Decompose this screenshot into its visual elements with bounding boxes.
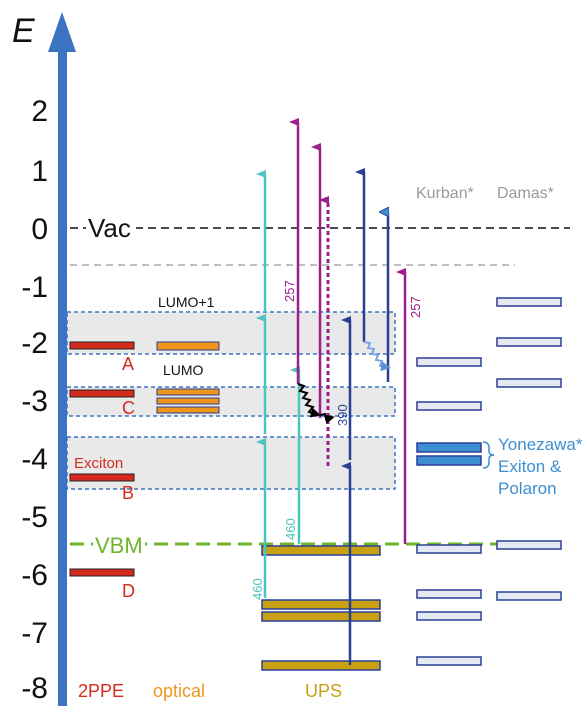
kurban-level [416,401,482,411]
tick-label: -5 [21,501,48,534]
vac-label: Vac [88,213,131,243]
tick-label: -8 [21,672,48,705]
photon-label-390: 390 [335,404,350,426]
yonezawa-brace [482,441,495,469]
tick-label: -6 [21,559,48,592]
damas-level [496,297,562,307]
2ppe-column-label: 2PPE [78,681,124,701]
axis-ticks: 2 1 0 -1 -2 -3 -4 -5 -6 -7 -8 [21,95,48,705]
2ppe-level-a [69,341,135,350]
damas-levels [496,297,562,601]
energy-axis [58,50,67,706]
photon-label-257-a: 257 [282,280,297,302]
tick-label: -7 [21,617,48,650]
tick-label: -4 [21,443,48,476]
kurban-level [416,589,482,599]
photon-label-460-a: 460 [250,578,265,600]
exiton-label: Exiton & [498,457,562,476]
tick-label: 2 [31,95,48,128]
vac-label-bg [86,214,136,242]
axis-label: E [12,12,35,50]
2ppe-label-d: D [122,581,135,601]
damas-level [496,337,562,347]
kurban-level [416,544,482,554]
kurban-level [416,611,482,621]
kurban-levels [416,357,482,666]
yonezawa-level [416,442,482,453]
optical-level [156,406,220,414]
lumo-plus1-label: LUMO+1 [158,294,215,310]
damas-label: Damas* [497,185,554,202]
ups-level [261,545,381,556]
tick-label: -2 [21,327,48,360]
2ppe-label-c: C [122,398,135,418]
2ppe-label-b: B [122,483,134,503]
2ppe-level-b [69,473,135,482]
damas-level [496,378,562,388]
optical-level [156,388,220,396]
vbm-label-bg [93,533,145,557]
tick-label: 1 [31,155,48,188]
relaxation-arrow-black [297,383,321,418]
ups-level [261,611,381,622]
energy-axis-arrowhead [48,12,76,52]
exciton-label: Exciton [74,455,123,472]
damas-level [496,591,562,601]
kurban-level [416,656,482,666]
kurban-level [416,357,482,367]
2ppe-level-d [69,568,135,577]
tick-label: -3 [21,385,48,418]
photon-label-257-b: 257 [408,296,423,318]
optical-column-label: optical [153,681,205,701]
damas-level [496,540,562,550]
tick-label: 0 [31,213,48,246]
2ppe-label-a: A [122,354,134,374]
lumo-label: LUMO [163,362,204,378]
optical-level [156,341,220,351]
relaxation-arrow-black [319,412,335,425]
ups-level [261,599,381,610]
yonezawa-level [416,455,482,466]
polaron-label: Polaron [498,479,557,498]
kurban-label: Kurban* [416,185,474,202]
yonezawa-label: Yonezawa* [498,435,583,454]
vbm-label: VBM [95,533,143,558]
photon-label-460-b: 460 [283,518,298,540]
optical-level [156,397,220,405]
ups-level [261,660,381,671]
relaxation-arrow-lightblue [363,341,391,372]
tick-label: -1 [21,271,48,304]
ups-column-label: UPS [305,681,342,701]
2ppe-level-c [69,389,135,398]
